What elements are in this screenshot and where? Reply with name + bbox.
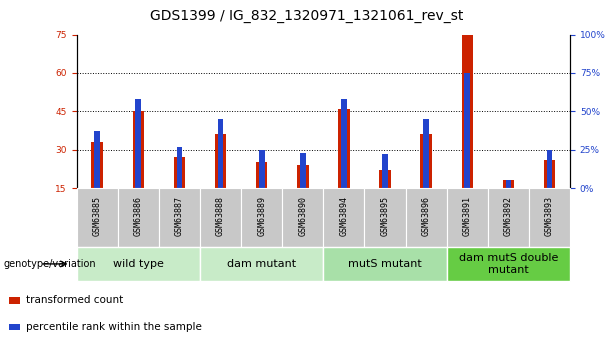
Text: dam mutant: dam mutant [227, 259, 296, 269]
Text: GSM63893: GSM63893 [545, 196, 554, 236]
Text: dam mutS double
mutant: dam mutS double mutant [459, 253, 558, 275]
Text: GSM63889: GSM63889 [257, 196, 266, 236]
Bar [9, 324, 20, 330]
Text: GSM63890: GSM63890 [299, 196, 307, 236]
Bar [341, 99, 347, 188]
Bar [379, 170, 391, 188]
Bar [77, 247, 200, 281]
Text: GSM63896: GSM63896 [422, 196, 431, 236]
Bar [506, 180, 511, 188]
Text: GSM63894: GSM63894 [340, 196, 348, 236]
Text: GSM63885: GSM63885 [93, 196, 102, 236]
Bar [462, 34, 473, 188]
Text: GDS1399 / IG_832_1320971_1321061_rev_st: GDS1399 / IG_832_1320971_1321061_rev_st [150, 9, 463, 23]
Bar [256, 162, 267, 188]
Text: GSM63887: GSM63887 [175, 196, 184, 236]
Text: percentile rank within the sample: percentile rank within the sample [26, 322, 202, 332]
Bar [177, 147, 182, 188]
Text: mutS mutant: mutS mutant [348, 259, 422, 269]
Bar [91, 142, 103, 188]
Text: GSM63886: GSM63886 [134, 196, 143, 236]
Bar [465, 73, 470, 188]
Bar [218, 119, 223, 188]
Bar [173, 157, 185, 188]
Bar [324, 188, 365, 247]
Bar [200, 188, 241, 247]
Bar [421, 134, 432, 188]
Text: wild type: wild type [113, 259, 164, 269]
Text: transformed count: transformed count [26, 295, 124, 305]
Bar [503, 180, 514, 188]
Bar [94, 131, 100, 188]
Bar [9, 297, 20, 304]
Bar [118, 188, 159, 247]
Bar [424, 119, 429, 188]
Text: GSM63888: GSM63888 [216, 196, 225, 236]
Bar [406, 188, 447, 247]
Bar [382, 154, 388, 188]
Bar [529, 188, 570, 247]
Bar [338, 109, 349, 188]
Text: GSM63895: GSM63895 [381, 196, 389, 236]
Bar [135, 99, 141, 188]
Text: GSM63891: GSM63891 [463, 196, 472, 236]
Bar [241, 188, 282, 247]
Bar [488, 188, 529, 247]
Bar [365, 188, 406, 247]
Bar [159, 188, 200, 247]
Bar [297, 165, 308, 188]
Text: genotype/variation: genotype/variation [3, 259, 96, 269]
Bar [259, 150, 265, 188]
Bar [447, 247, 570, 281]
Bar [300, 153, 306, 188]
Bar [200, 247, 323, 281]
Bar [132, 111, 144, 188]
Bar [282, 188, 323, 247]
Bar [324, 247, 447, 281]
Bar [544, 160, 555, 188]
Bar [77, 188, 118, 247]
Bar [547, 150, 552, 188]
Bar [447, 188, 488, 247]
Bar [215, 134, 226, 188]
Text: GSM63892: GSM63892 [504, 196, 513, 236]
